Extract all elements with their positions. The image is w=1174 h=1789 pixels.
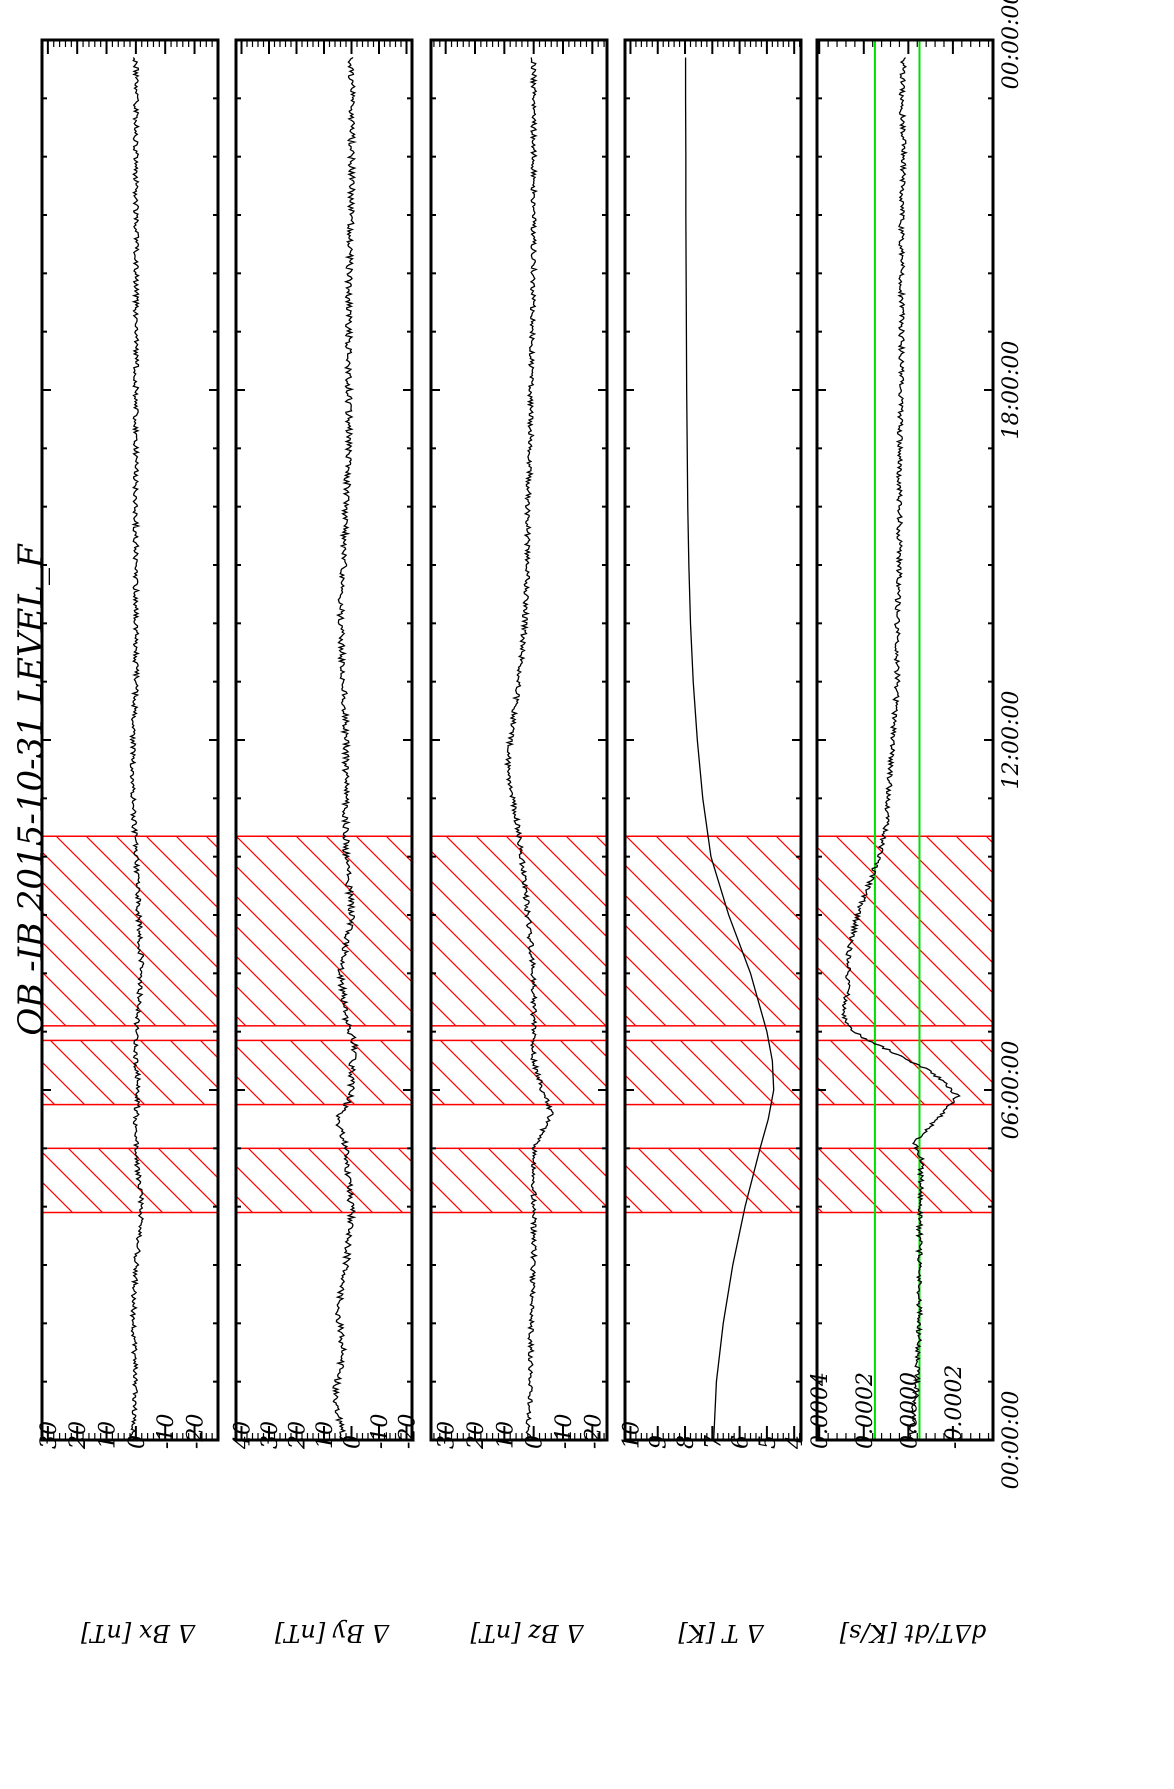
y-tick-label: 20 [464,1421,489,1450]
x-tick-label: 00:00:00 [999,0,1024,89]
y-tick-label: -0.0002 [942,1365,967,1449]
y-tick-label: 6 [729,1435,754,1449]
hatched-interval-3 [816,835,994,1027]
y-tick-label: 0.0002 [853,1372,878,1449]
panel-frame [623,38,803,1442]
hatched-interval-2 [816,1039,994,1106]
panel-frame [40,38,220,1442]
x-tick-label: 12:00:00 [999,691,1024,790]
y-tick-label: 0 [341,1435,366,1449]
y-tick-label: 9 [647,1435,672,1449]
panel-frame [815,38,995,1442]
x-tick-label: 18:00:00 [999,341,1024,440]
x-axis: 00:00:00 06:00:00 12:00:00 18:00:00 00:00:00 [999,0,1024,1489]
y-axis-label: Δ By [nT] [274,1619,390,1647]
y-tick-label: 30 [258,1421,283,1449]
hatched-interval-1 [235,1147,413,1214]
y-tick-label: 30 [37,1421,62,1449]
y-tick-label: -10 [154,1414,179,1449]
y-axis-label: Δ Bx [nT] [80,1619,196,1647]
y-tick-label: 40 [231,1421,256,1450]
y-tick-label: 10 [620,1421,645,1449]
y-tick-label: 7 [701,1435,726,1449]
series-line-panel-4 [684,57,775,1441]
hatched-interval-1 [430,1147,608,1214]
y-tick-label: 10 [96,1421,121,1449]
series-line-panel-1 [129,57,145,1441]
y-tick-label: -20 [396,1414,421,1449]
hatched-interval-3 [235,835,413,1027]
panel-3: 30 20 10 0 -10 -20 Δ Bz [nT] [429,38,609,1647]
hatched-interval-3 [430,835,608,1027]
hatched-interval-2 [430,1039,608,1106]
y-tick-label: 10 [493,1421,518,1449]
y-tick-label: 0.0004 [808,1372,833,1449]
y-tick-label: -20 [581,1414,606,1449]
panel-frame [234,38,414,1442]
series-line-panel-2 [331,56,360,1441]
panel-frame [429,38,609,1442]
y-tick-label: 20 [66,1421,91,1450]
hatched-interval-1 [41,1147,219,1214]
panel-1: 30 20 10 0 -10 -20 Δ Bx [nT] [37,38,220,1647]
y-axis-label: Δ T [K] [678,1619,765,1647]
hatched-interval-1 [624,1147,802,1214]
y-tick-label: 30 [435,1421,460,1449]
panel-2: 40 30 20 10 0 -10 -20 Δ By [nT] [231,38,421,1647]
y-tick-label: 10 [313,1421,338,1449]
y-tick-label: 8 [674,1435,699,1449]
hatched-interval-2 [41,1039,219,1106]
hatched-interval-2 [624,1039,802,1106]
y-tick-label: -10 [552,1414,577,1449]
y-axis-label: dΔT/dt [K/s] [839,1619,986,1647]
hatched-interval-1 [816,1147,994,1214]
hatched-interval-3 [41,835,219,1027]
y-tick-label: 5 [756,1435,781,1449]
y-axis-label: Δ Bz [nT] [470,1619,585,1647]
hatched-interval-2 [235,1039,413,1106]
x-tick-label: 00:00:00 [999,1391,1024,1490]
y-tick-label: 4 [783,1435,808,1450]
series-line-panel-5 [841,57,961,1441]
series-line-panel-3 [503,57,554,1441]
panel-4: 10 9 8 7 6 5 4 Δ T [K] [620,38,808,1647]
y-tick-label: 20 [286,1421,311,1450]
x-tick-label: 06:00:00 [999,1041,1024,1140]
y-tick-label: 0 [523,1435,548,1449]
panel-5: 0.0004 0.0002 0.0000 -0.0002 dΔT/dt [K/s] [808,38,995,1647]
y-tick-label: -10 [368,1414,393,1449]
y-tick-label: -20 [184,1414,209,1449]
y-tick-label: 0 [125,1435,150,1449]
y-tick-label: 0.0000 [897,1372,922,1449]
